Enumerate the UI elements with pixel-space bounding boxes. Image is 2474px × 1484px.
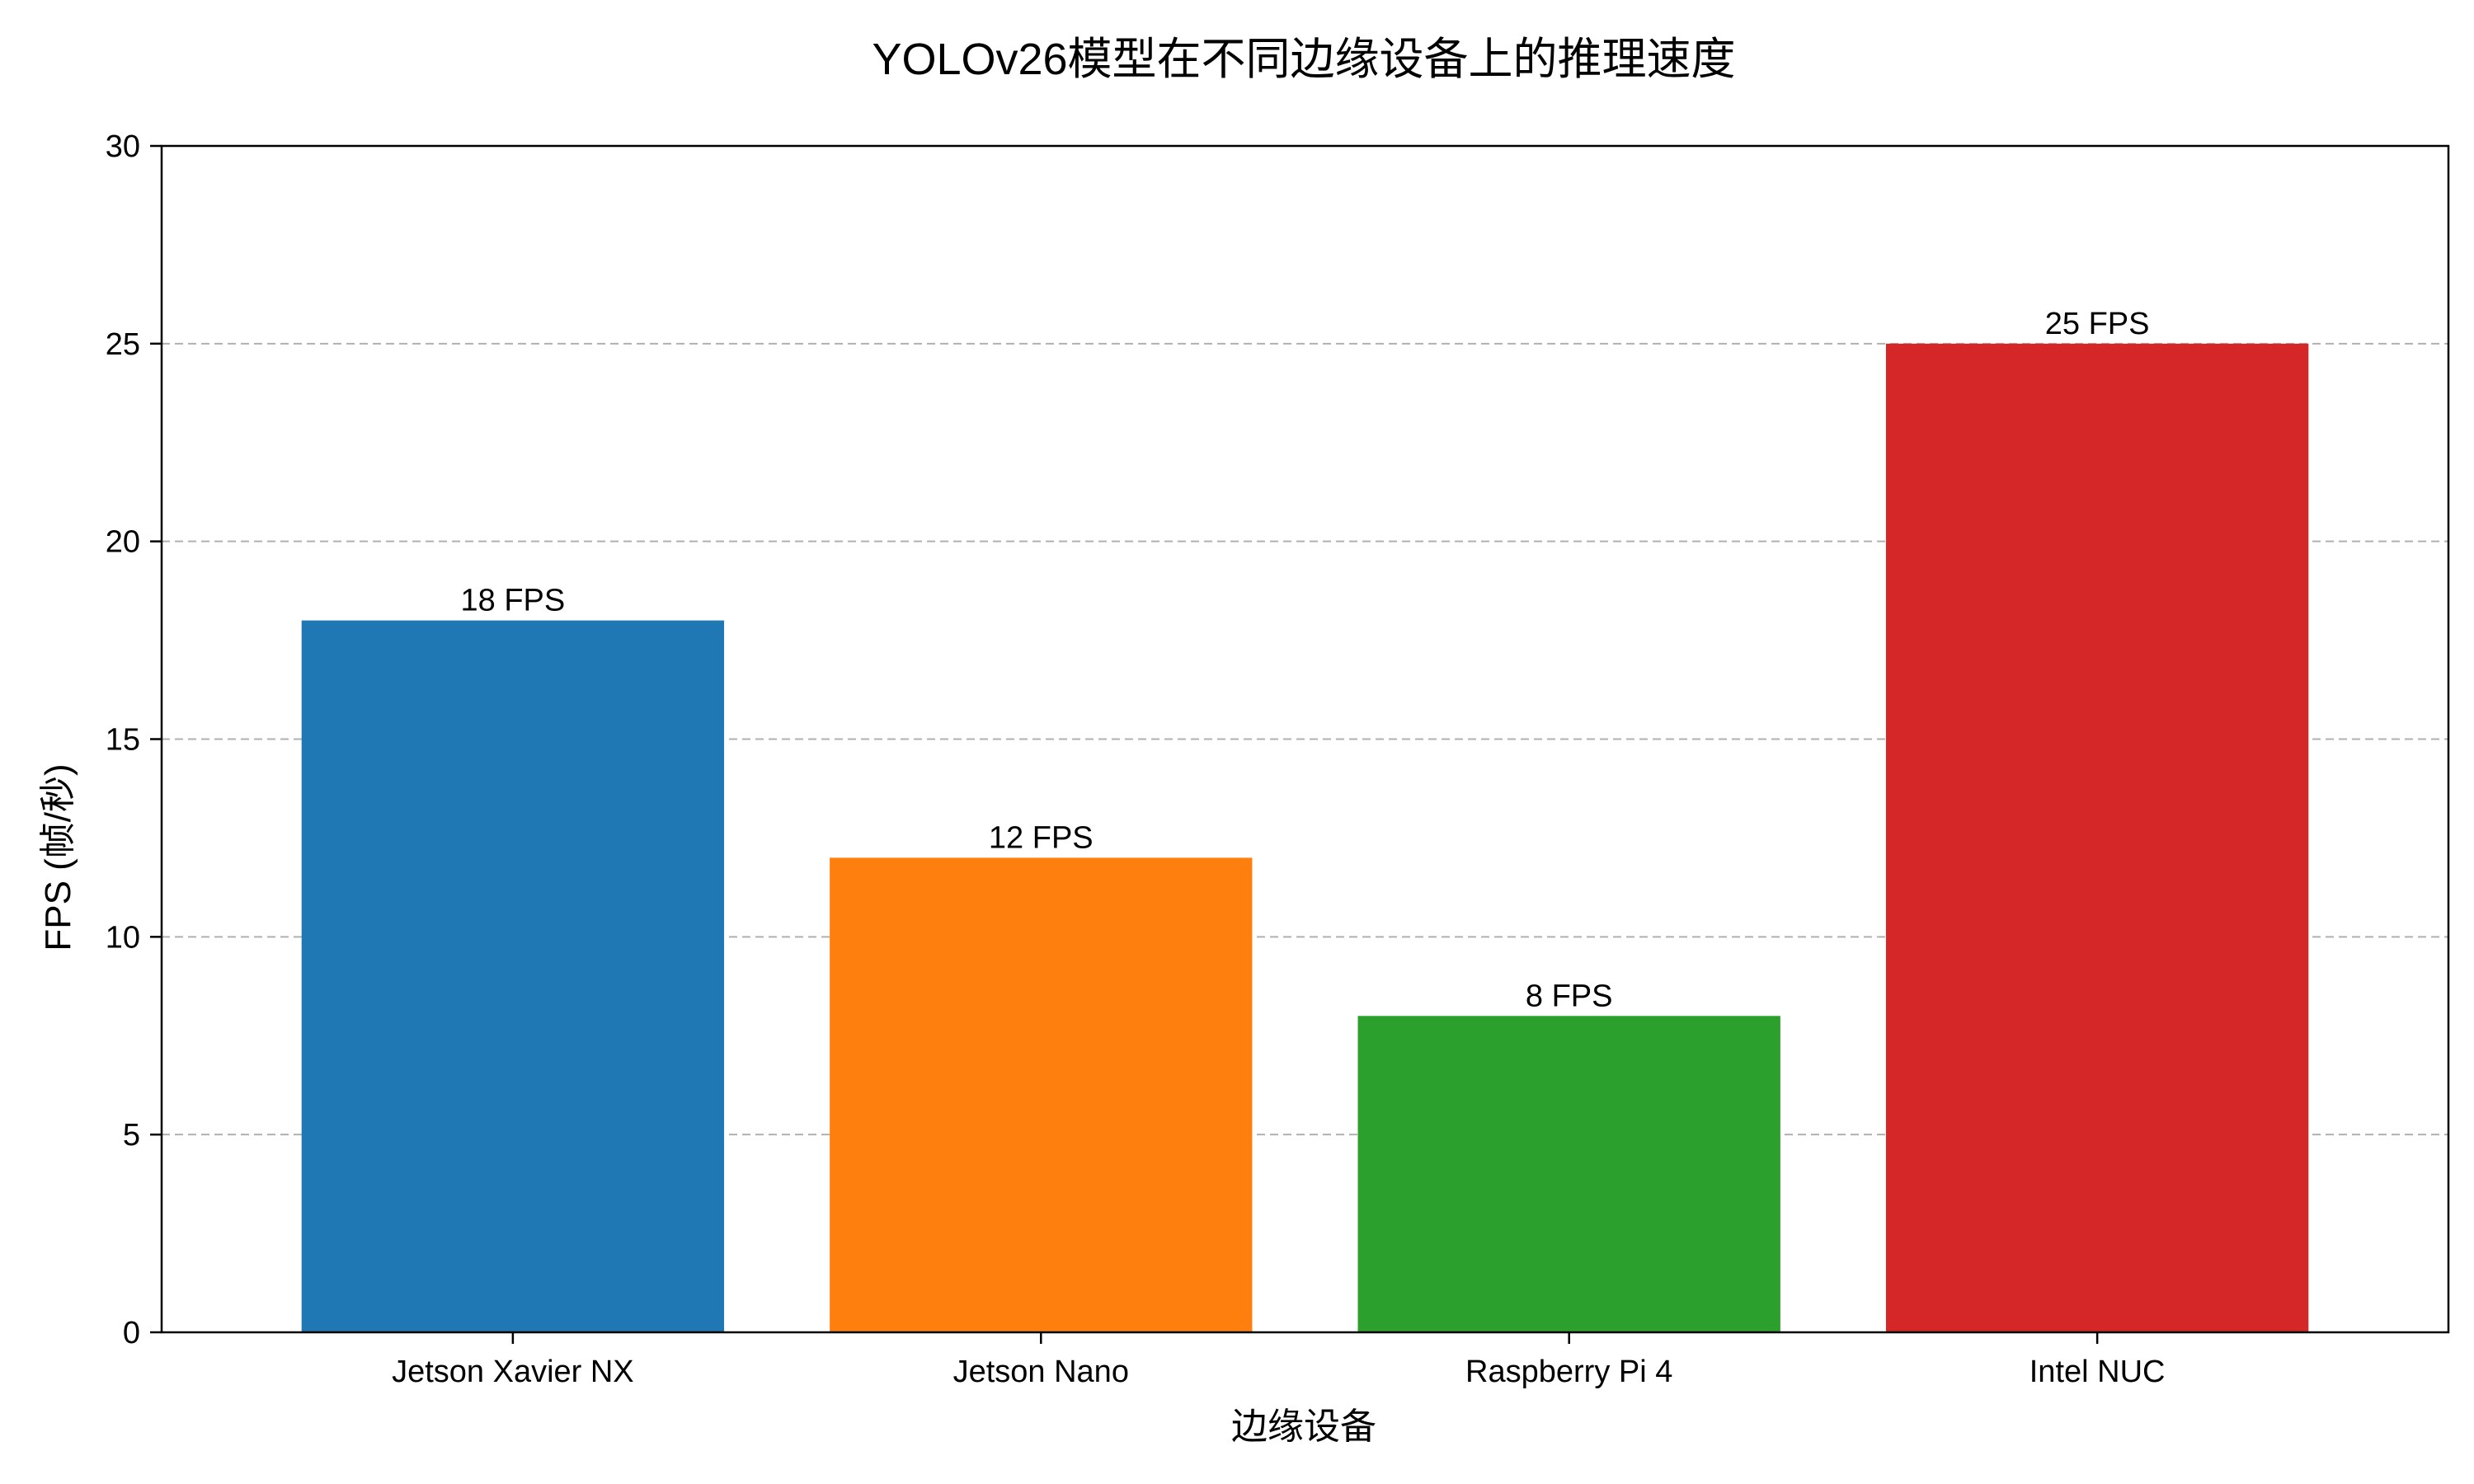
x-axis-ticks: Jetson Xavier NX Jetson Nano Raspberry Pi … (392, 1332, 2165, 1389)
x-tick-label: Jetson Xavier NX (392, 1355, 634, 1389)
y-tick-label: 0 (123, 1316, 140, 1350)
x-tick-label: Raspberry Pi 4 (1465, 1355, 1672, 1389)
bar-raspberry-pi-4 (1357, 1016, 1780, 1332)
bar-value-label: 12 FPS (989, 820, 1094, 855)
bar-value-label: 8 FPS (1526, 979, 1613, 1013)
y-tick-label: 20 (106, 525, 140, 560)
bar-value-label: 18 FPS (461, 584, 566, 618)
chart-title: YOLOv26模型在不同边缘设备上的推理速度 (872, 35, 1735, 84)
bar-jetson-nano (830, 857, 1253, 1332)
bars (301, 343, 2309, 1332)
bar-intel-nuc (1885, 343, 2309, 1332)
x-tick-label: Jetson Nano (953, 1355, 1129, 1389)
bar-value-label: 25 FPS (2045, 307, 2150, 341)
x-axis-label: 边缘设备 (1231, 1407, 1376, 1447)
bar-jetson-xavier-nx (301, 620, 725, 1332)
y-tick-label: 10 (106, 920, 140, 955)
y-tick-label: 15 (106, 723, 140, 758)
y-tick-label: 30 (106, 129, 140, 164)
y-axis-ticks: 0 5 10 15 20 25 30 (106, 129, 162, 1350)
y-tick-label: 25 (106, 327, 140, 362)
y-axis-label: FPS (帧/秒) (38, 763, 78, 951)
y-tick-label: 5 (123, 1118, 140, 1153)
bar-value-labels: 18 FPS 12 FPS 8 FPS 25 FPS (461, 307, 2150, 1013)
x-tick-label: Intel NUC (2030, 1355, 2166, 1389)
